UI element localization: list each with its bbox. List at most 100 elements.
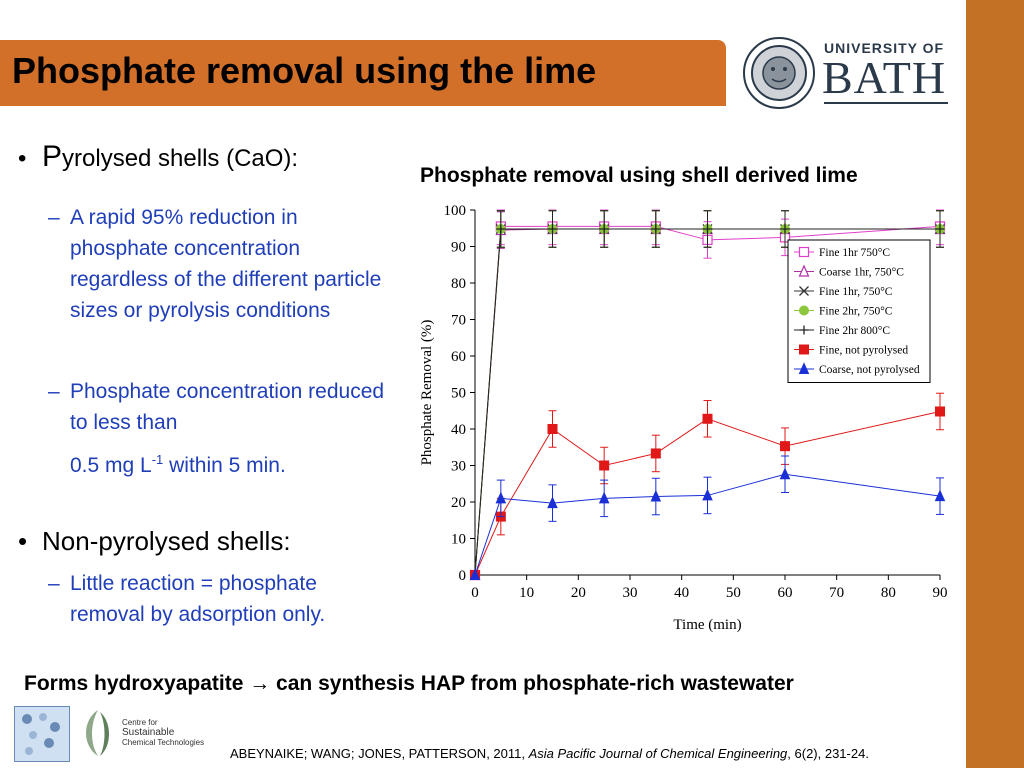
data-point — [495, 491, 507, 504]
x-tick-label: 50 — [726, 585, 741, 601]
y-tick-label: 50 — [451, 386, 466, 402]
chart-legend: Fine 1hr 750°C Coarse 1hr, 750°C Fine 1hr,… — [787, 239, 931, 383]
chart-axes: 0 10 20 30 40 50 60 70 80 90 0 10 20 30 40 50 60 70 80 90 10… — [444, 203, 948, 601]
citation: ABEYNAIKE; WANG; JONES, PATTERSON, 2011,… — [230, 746, 869, 761]
y-tick-label: 10 — [451, 532, 466, 548]
y-tick-label: 70 — [451, 313, 466, 329]
legend-entry: Fine 1hr 750°C — [819, 247, 890, 259]
data-point — [650, 448, 661, 459]
legend-entry: Coarse, not pyrolysed — [819, 364, 920, 376]
citation-authors: ABEYNAIKE; WANG; JONES, PATTERSON, 2011, — [230, 746, 529, 761]
molecule-icon — [22, 713, 60, 755]
bullet-dot: • — [18, 526, 28, 556]
sub-bullet-adsorption-text: Little reaction = phosphate removal by a… — [70, 572, 326, 626]
legend-entry: Fine, not pyrolysed — [819, 345, 908, 357]
leaf-icon — [86, 710, 109, 756]
legend-marker — [799, 305, 809, 316]
data-point — [934, 489, 946, 502]
sub-bullet-concentration-value: 0.5 mg L-1 within 5 min. — [70, 444, 286, 481]
y-tick-label: 60 — [451, 349, 466, 365]
molecule-logo — [14, 706, 70, 762]
data-point — [496, 224, 506, 234]
series-line — [474, 410, 941, 576]
legend-entry: Fine 1hr, 750°C — [819, 286, 893, 298]
data-point — [780, 224, 790, 234]
y-tick-label: 40 — [451, 422, 466, 438]
hydroxyapatite-statement: Forms hydroxyapatite → can synthesis HAP… — [24, 672, 794, 695]
legend-marker — [799, 325, 809, 335]
sub-bullet-concentration-text: Phosphate concentration reduced to less … — [70, 376, 390, 481]
y-tick-label: 90 — [451, 240, 466, 256]
logo-bath: BATH — [822, 52, 947, 103]
csct-logo: Centre for Sustainable Chemical Technolo… — [78, 706, 218, 760]
series-line — [474, 225, 941, 576]
legend-marker — [799, 344, 809, 355]
x-tick-label: 10 — [519, 585, 534, 601]
y-tick-label: 20 — [451, 495, 466, 511]
csct-line2: Sustainable — [122, 727, 175, 738]
title-band: Phosphate removal using the lime — [0, 40, 726, 106]
y-tick-label: 0 — [459, 568, 467, 584]
legend-marker — [798, 246, 810, 258]
bullet-non-pyrolysed-text: Non-pyrolysed shells: — [42, 526, 291, 556]
sub-bullet-concentration-a: Phosphate concentration reduced to less … — [70, 380, 385, 434]
data-point — [650, 489, 662, 502]
side-accent-bar — [966, 0, 1024, 768]
x-tick-label: 30 — [623, 585, 638, 601]
x-tick-label: 60 — [778, 585, 793, 601]
data-point — [779, 467, 791, 480]
data-point — [780, 441, 790, 452]
x-axis-label: Time (min) — [673, 617, 741, 633]
sub-bullet-concentration-b: 0.5 mg L — [70, 454, 152, 477]
citation-journal: Asia Pacific Journal of Chemical Enginee… — [528, 746, 788, 761]
csct-line3: Chemical Technologies — [122, 738, 205, 747]
chart-series — [469, 209, 946, 581]
x-tick-label: 20 — [571, 585, 586, 601]
data-point — [703, 224, 712, 234]
series-6 — [469, 455, 946, 580]
data-point — [651, 224, 661, 234]
legend-box — [787, 239, 931, 383]
data-point — [547, 496, 558, 509]
data-point — [548, 224, 557, 234]
y-tick-label: 80 — [451, 276, 466, 292]
x-tick-label: 40 — [674, 585, 689, 601]
dash: – — [48, 380, 60, 403]
series-line — [474, 228, 940, 576]
x-tick-label: 80 — [881, 585, 896, 601]
sub-bullet-rapid-text: A rapid 95% reduction in phosphate conce… — [70, 206, 382, 322]
legend-entry: Coarse 1hr, 750°C — [819, 267, 904, 279]
x-tick-label: 90 — [933, 585, 948, 601]
legend-marker — [798, 264, 810, 277]
y-axis-label: Phosphate Removal (%) — [419, 320, 435, 466]
data-point — [599, 460, 610, 471]
logo-university-of: UNIVERSITY OF — [824, 40, 945, 56]
sub-bullet-concentration-sup: -1 — [151, 452, 164, 467]
bullet-pyrolysed: • Pyrolysed shells (CaO): — [18, 140, 298, 174]
legend-entry: Fine 2hr 800°C — [819, 325, 890, 337]
university-logo: UNIVERSITY OF BATH — [742, 36, 952, 110]
csct-line1: Centre for — [122, 718, 158, 727]
series-line — [474, 473, 941, 576]
y-tick-label: 100 — [444, 203, 467, 219]
x-tick-label: 0 — [471, 585, 479, 601]
dash: – — [48, 206, 60, 229]
chart-title: Phosphate removal using shell derived li… — [420, 164, 858, 187]
data-point — [702, 413, 713, 424]
data-point — [935, 406, 945, 417]
data-point — [702, 488, 713, 501]
legend-marker — [798, 362, 810, 374]
bullet-dot: • — [18, 145, 27, 172]
legend-marker — [799, 286, 809, 296]
bullet-pyrolysed-cap: P — [42, 140, 63, 173]
y-tick-label: 30 — [451, 459, 466, 475]
data-point — [935, 224, 945, 234]
data-point — [599, 224, 609, 234]
sun-crest-icon — [743, 37, 815, 109]
bullet-non-pyrolysed: • Non-pyrolysed shells: — [18, 526, 291, 557]
bullet-pyrolysed-text: yrolysed shells (CaO): — [62, 145, 299, 172]
csct-text: Centre for Sustainable Chemical Technolo… — [122, 718, 204, 748]
phosphate-removal-chart: 0 10 20 30 40 50 60 70 80 90 0 10 20 30 40 50 60 70 80 90 10… — [419, 203, 948, 633]
citation-rest: , 6(2), 231-24. — [787, 746, 869, 761]
slide-title: Phosphate removal using the lime — [12, 50, 597, 91]
